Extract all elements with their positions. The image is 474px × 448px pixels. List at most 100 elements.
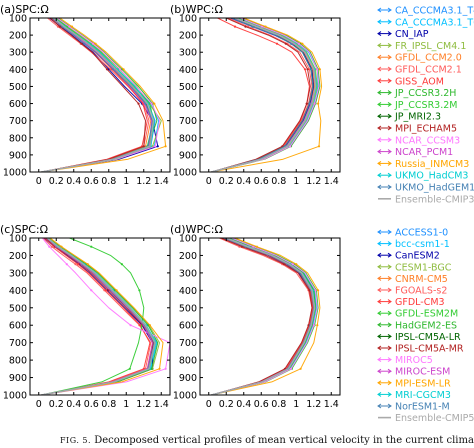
series-point [312,324,315,327]
y-tick-label: 1000 [3,391,27,402]
legend-label: CA_CCCMA3.1_T63 [395,17,474,28]
series-point [122,68,125,71]
legend-arrow-icon [377,78,382,84]
y-tick-label: 1000 [173,168,197,179]
legend-label: MPI_ECHAM5 [395,124,457,135]
legend-item: CanESM2 [377,251,440,262]
x-tick-label: 1.4 [154,399,169,410]
series-line-8 [211,238,319,395]
legend-arrow-icon [387,287,392,293]
legend-item: bcc-csm1-1 [377,239,450,250]
legend-arrow-icon [377,19,382,25]
legend-arrow-icon [377,101,382,107]
series-point [119,68,122,71]
series-point [50,245,54,248]
legend-item: NCAR_PCM1 [377,147,453,158]
y-tick-label: 100 [9,14,27,25]
series-point [141,102,144,105]
legend-arrow-icon [377,229,382,235]
series-point [313,102,316,105]
x-tick-label: 0.2 [49,176,64,187]
legend-arrow-icon [377,333,382,339]
series-line-14 [41,18,167,172]
legend-item: IPSL-CM5A-MR [377,344,464,355]
series-line-12 [211,238,318,395]
legend-item: JP_MRI2.3 [377,112,441,123]
series-point [137,102,140,105]
y-tick-label: 800 [179,133,197,144]
legend-label: Ensemble-CMIP5 [395,413,474,424]
legend-label: Ensemble-CMIP3 [395,194,474,205]
legend-arrow-icon [377,403,382,409]
series-line-9 [211,18,317,172]
series-point [58,25,61,28]
series-group [211,238,321,395]
x-tick-label: 0.4 [236,399,251,410]
legend-item: GFDL_CCM2.1 [377,65,462,76]
legend-arrow-icon [377,391,382,397]
legend-item: UKMO_HadCM3 [377,171,468,182]
series-line-3 [211,238,314,395]
x-tick-label: 0.4 [66,399,81,410]
series-point [316,68,319,71]
series-point [307,324,310,327]
series-point [261,25,264,28]
series-point [306,68,309,71]
legend-item: CN_IAP [377,29,429,40]
legend-arrow-icon [377,368,382,374]
legend-arrow-icon [387,172,392,178]
panel-title: (a)SPC:Ω [0,3,49,16]
y-tick-label: 600 [9,321,27,332]
legend-arrow-icon [377,125,382,131]
series-line-2 [211,18,319,172]
series-line-6 [41,238,152,395]
y-tick-label: 200 [179,31,197,42]
x-tick-label: 0.8 [101,176,116,187]
legend-label: CESM1-BGC [395,262,452,273]
series-point [164,145,167,148]
legend-label: GFDL-ESM2M [395,309,458,320]
series-line-15 [211,238,316,395]
x-tick-label: 1.4 [324,176,339,187]
legend-label: GFDL-CM3 [395,297,445,308]
y-tick-label: 700 [179,338,197,349]
y-tick-label: 800 [9,133,27,144]
legend-item: GFDL_CCM2.0 [377,53,462,64]
y-tick-label: 300 [9,268,27,279]
legend-label: bcc-csm1-1 [395,239,450,250]
series-point [317,289,320,292]
legend-label: NorESM1-M [395,402,450,413]
series-line-14 [211,18,323,172]
series-point [129,324,132,327]
legend-label: NCAR_PCM1 [395,147,453,158]
legend-arrow-icon [377,241,382,247]
legend-item: IPSL-CM5A-LR [377,332,461,343]
series-point [68,25,71,28]
legend-arrow-icon [377,287,382,293]
series-point [299,367,302,370]
series-line-17 [211,238,316,395]
x-tick-label: 0.6 [254,399,269,410]
legend-item: NorESM1-M [377,402,450,413]
legend-item: CA_CCCMA3.1_T47 [377,6,474,17]
series-point [264,25,267,28]
legend-arrow-icon [387,368,392,374]
legend-arrow-icon [387,299,392,305]
legend-label: FR_IPSL_CM4.1 [395,41,466,52]
series-point [164,367,167,370]
series-group [41,238,170,395]
series-point [150,367,153,370]
series-point [115,289,118,292]
y-tick-label: 700 [179,116,197,127]
legend-arrow-icon [387,184,392,190]
series-line-13 [211,238,316,395]
y-tick-label: 800 [179,356,197,367]
panel-title: (c)SPC:Ω [0,223,48,236]
y-tick-label: 600 [179,321,197,332]
y-tick-label: 500 [179,82,197,93]
legend-item: CESM1-BGC [377,262,452,273]
legend-label: ACCESS1-0 [395,228,448,239]
series-point [128,367,131,370]
series-line-17 [211,18,317,172]
